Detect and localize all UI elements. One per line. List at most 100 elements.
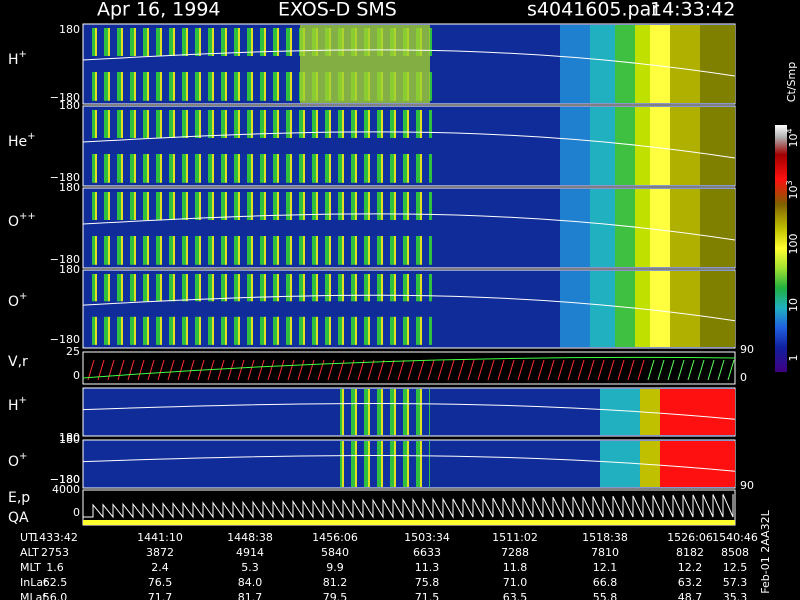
band: [670, 189, 700, 267]
row-value: 1511:02: [492, 531, 538, 544]
band: [660, 389, 735, 435]
row-value: 7288: [501, 546, 529, 559]
tick-label: 180: [59, 433, 80, 446]
row-value: 1503:34: [404, 531, 450, 544]
label-text: H: [8, 52, 19, 68]
panel-bg: [82, 351, 736, 385]
row-value: 2.4: [151, 561, 169, 574]
band: [700, 107, 735, 185]
stripes: [340, 389, 430, 435]
tick-label: −180: [50, 253, 80, 266]
row-value: 12.2: [678, 561, 703, 574]
band: [590, 271, 615, 347]
row-value: 48.7: [678, 591, 703, 600]
row-value: 11.8: [503, 561, 528, 574]
label-superscript: ++: [19, 211, 36, 222]
row-value: 76.5: [148, 576, 173, 589]
colorbar-superscript: 3: [785, 180, 794, 185]
colorbar-superscript: 4: [785, 128, 794, 133]
tick-label: 4000: [52, 483, 80, 496]
panel-label: O++: [8, 211, 36, 230]
row-value: 79.5: [323, 591, 348, 600]
row-label: ALT: [20, 546, 39, 559]
colorbar-text: 10: [787, 186, 800, 200]
row-value: 1518:38: [582, 531, 628, 544]
row-value: 6633: [413, 546, 441, 559]
label-text: H: [8, 398, 19, 414]
colorbar-text: 100: [787, 234, 800, 255]
band: [590, 25, 615, 103]
tick-label: −180: [50, 91, 80, 104]
band: [615, 271, 635, 347]
panel-label: H+: [8, 49, 27, 68]
row-label: UT: [20, 531, 35, 544]
row-label: MLT: [20, 561, 41, 574]
time: 14:33:42: [650, 0, 735, 21]
qa-bar: [83, 520, 735, 525]
tick-label: 25: [66, 345, 80, 358]
band: [670, 271, 700, 347]
row-value: 5840: [321, 546, 349, 559]
velocity-green: [647, 359, 735, 381]
row-value: 1.6: [46, 561, 64, 574]
tick-label: 180: [59, 431, 80, 444]
panel-label: H+: [8, 395, 27, 414]
row-value: 55.8: [593, 591, 618, 600]
row-value: 75.8: [415, 576, 440, 589]
row-value: 84.0: [238, 576, 263, 589]
band: [700, 25, 735, 103]
trace-line: [82, 131, 736, 159]
trace-line: [82, 403, 736, 420]
row-value: 12.5: [723, 561, 748, 574]
row-value: 8508: [721, 546, 749, 559]
band: [700, 271, 735, 347]
tick-label: −180: [50, 333, 80, 346]
velocity-red: [87, 359, 645, 381]
label-superscript: +: [19, 291, 27, 302]
row-value: 12.1: [593, 561, 618, 574]
right-tick-label: 0: [740, 371, 747, 384]
tick-label: 180: [59, 23, 80, 36]
label-text: E,p: [8, 490, 30, 506]
label-text: V,r: [8, 354, 28, 370]
band: [650, 189, 670, 267]
row-value: 5.3: [241, 561, 259, 574]
colorbar-label: 10: [787, 298, 800, 312]
footer: Feb-01 2AA32L: [759, 509, 772, 593]
row-value: 8182: [676, 546, 704, 559]
tick-label: 180: [59, 99, 80, 112]
row-value: 66.8: [593, 576, 618, 589]
tick-label: −180: [50, 171, 80, 184]
label-text: O: [8, 214, 19, 230]
row-value: 56.0: [43, 591, 68, 600]
row-label: InLat: [20, 576, 48, 589]
row-value: 57.3: [723, 576, 748, 589]
instrument: EXOS-D SMS: [278, 0, 397, 21]
panel-label: He+: [8, 131, 36, 150]
stripes: [92, 154, 432, 183]
right-tick-label: 90: [740, 343, 754, 356]
colorbar-label: 100: [787, 234, 800, 255]
tick-label: 180: [59, 263, 80, 276]
label-text: O: [8, 294, 19, 310]
stripes: [340, 441, 430, 487]
row-value: 1441:10: [137, 531, 183, 544]
band: [560, 107, 590, 185]
band: [560, 25, 590, 103]
row-value: 11.3: [415, 561, 440, 574]
band: [560, 271, 590, 347]
colorbar: [775, 125, 787, 372]
row-value: 2753: [41, 546, 69, 559]
panel-label: O+: [8, 291, 27, 310]
band: [600, 441, 640, 487]
row-value: 1456:06: [312, 531, 358, 544]
row-value: 71.7: [148, 591, 173, 600]
tick-label: −180: [50, 473, 80, 486]
colorbar-text: 10: [787, 298, 800, 312]
panel-label: E,p: [8, 490, 30, 506]
band: [650, 25, 670, 103]
row-value: 9.9: [326, 561, 344, 574]
right-tick-label: 90: [740, 479, 754, 492]
band: [560, 189, 590, 267]
row-label: MLat: [20, 591, 47, 600]
